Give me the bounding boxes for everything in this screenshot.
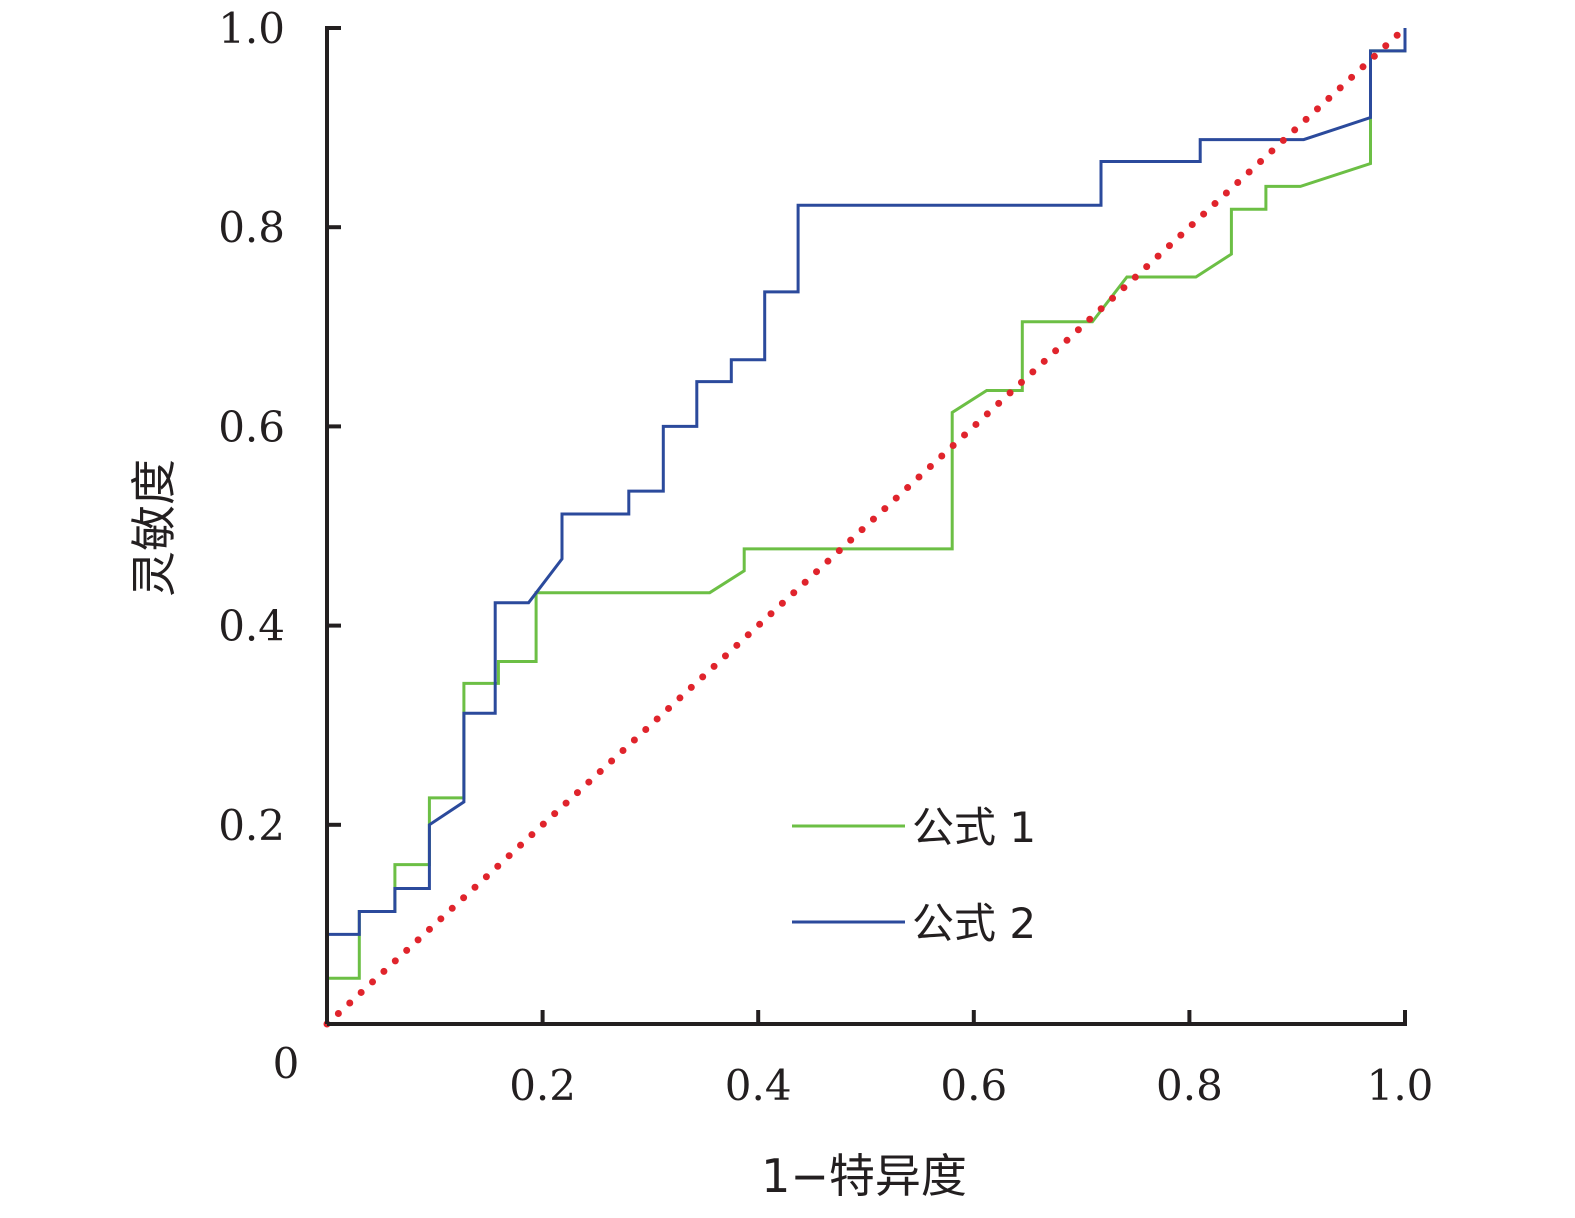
origin-label: 0 [273, 1039, 300, 1088]
ticks-layer: 0.2 0.4 0.6 0.8 1.0 0.2 0.4 0.6 0.8 1.0 [218, 4, 1433, 1110]
x-tick-label: 0.2 [509, 1061, 576, 1110]
y-tick-label: 0.6 [218, 402, 285, 451]
y-tick-label: 1.0 [218, 4, 285, 53]
series-line-1 [327, 28, 1407, 980]
y-tick-label: 0.4 [218, 602, 285, 651]
y-tick-label: 0.2 [218, 801, 285, 850]
x-tick-label: 1.0 [1367, 1061, 1434, 1110]
reference-diagonal-line [323, 24, 1409, 1028]
series-line-2 [327, 28, 1407, 936]
x-tick-label: 0.8 [1156, 1061, 1223, 1110]
axes-layer [325, 26, 1407, 1026]
x-axis-title: 1−特异度 [761, 1149, 967, 1203]
legend-label-series-1: 公式 1 [912, 803, 1036, 852]
y-tick-label: 0.8 [218, 203, 285, 252]
y-axis-title: 灵敏度 [127, 459, 181, 597]
x-tick-label: 0.4 [725, 1061, 792, 1110]
series-layer [323, 24, 1409, 1028]
x-tick-label: 0.6 [940, 1061, 1007, 1110]
legend-label-series-2: 公式 2 [912, 899, 1036, 948]
legend: 公式 1 公式 2 [792, 803, 1036, 948]
